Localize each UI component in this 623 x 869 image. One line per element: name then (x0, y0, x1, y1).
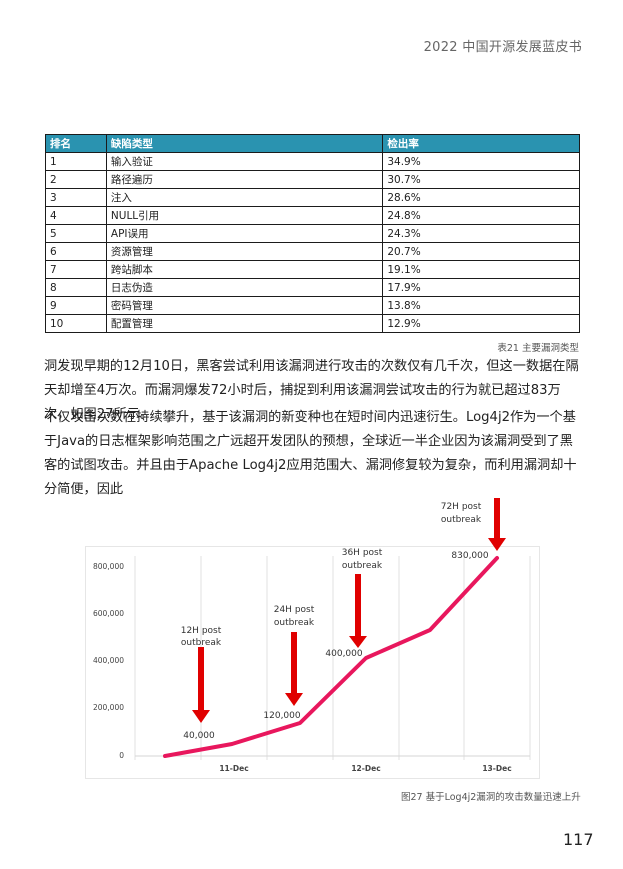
table-header-row: 排名 缺陷类型 检出率 (45, 134, 580, 153)
arrow-down-icon (488, 498, 506, 551)
data-label: 120,000 (263, 711, 300, 721)
cell-rate: 24.3% (382, 224, 580, 243)
cell-rate: 12.9% (382, 314, 580, 333)
annotation-24h-line2: outbreak (274, 618, 315, 628)
y-tick-label: 200,000 (93, 703, 124, 712)
annotation-12h-line1: 12H post (181, 626, 222, 636)
running-header-title: 2022 中国开源发展蓝皮书 (423, 40, 582, 55)
arrow-down-icon (192, 647, 210, 723)
data-label: 830,000 (451, 551, 488, 561)
arrow-down-icon (285, 632, 303, 706)
annotation-36h-line2: outbreak (342, 561, 383, 571)
annotation-24h-line1: 24H post (274, 605, 315, 615)
annotation-arrows (192, 498, 506, 723)
table-row: 4 NULL引用 24.8% (45, 206, 580, 225)
figure-caption: 图27 基于Log4j2漏洞的攻击数量迅速上升 (401, 792, 581, 803)
cell-type: 注入 (105, 188, 384, 207)
column-header-rate: 检出率 (382, 134, 580, 153)
cell-type: 密码管理 (105, 296, 384, 315)
column-header-type: 缺陷类型 (105, 134, 384, 153)
page-number: 117 (563, 830, 594, 849)
y-tick-label: 600,000 (93, 609, 124, 618)
x-tick-label: 12-Dec (351, 764, 380, 773)
data-label: 400,000 (325, 649, 362, 659)
table-row: 10 配置管理 12.9% (45, 314, 580, 333)
annotation-72h-line2: outbreak (441, 515, 482, 525)
table-row: 7 跨站脚本 19.1% (45, 260, 580, 279)
table-row: 5 API误用 24.3% (45, 224, 580, 243)
arrow-down-icon (349, 574, 367, 648)
data-label: 40,000 (183, 731, 215, 741)
annotation-12h-line2: outbreak (181, 638, 222, 648)
cell-type: 配置管理 (105, 314, 384, 333)
table-row: 2 路径遍历 30.7% (45, 170, 580, 189)
cell-rate: 19.1% (382, 260, 580, 279)
table-row: 1 输入验证 34.9% (45, 152, 580, 171)
cell-rank: 10 (45, 314, 107, 333)
table-row: 8 日志伪造 17.9% (45, 278, 580, 297)
x-tick-label: 11-Dec (219, 764, 248, 773)
body-paragraph-2: 不仅攻击次数在持续攀升，基于该漏洞的新变种也在短时间内迅速衍生。Log4j2作为… (44, 410, 577, 497)
body-paragraph-1: 洞发现早期的12月10日，黑客尝试利用该漏洞进行攻击的次数仅有几千次，但这一数据… (44, 359, 579, 422)
annotation-36h-line1: 36H post (342, 548, 383, 558)
y-tick-label: 0 (119, 751, 124, 760)
vulnerability-types-table: 排名 缺陷类型 检出率 1 输入验证 34.9% 2 路径遍历 30.7% 3 注入 28.… (45, 134, 580, 333)
annotation-72h-line1: 72H post (441, 502, 482, 512)
column-header-rank: 排名 (45, 134, 107, 153)
cell-rate: 24.8% (382, 206, 580, 225)
table-row: 9 密码管理 13.8% (45, 296, 580, 315)
x-tick-label: 13-Dec (482, 764, 511, 773)
y-tick-label: 800,000 (93, 562, 124, 571)
y-tick-label: 400,000 (93, 656, 124, 665)
table-caption: 表21 主要漏洞类型 (497, 343, 579, 354)
cell-type: 跨站脚本 (105, 260, 384, 279)
gridlines (134, 556, 531, 760)
attack-count-line (163, 556, 499, 758)
